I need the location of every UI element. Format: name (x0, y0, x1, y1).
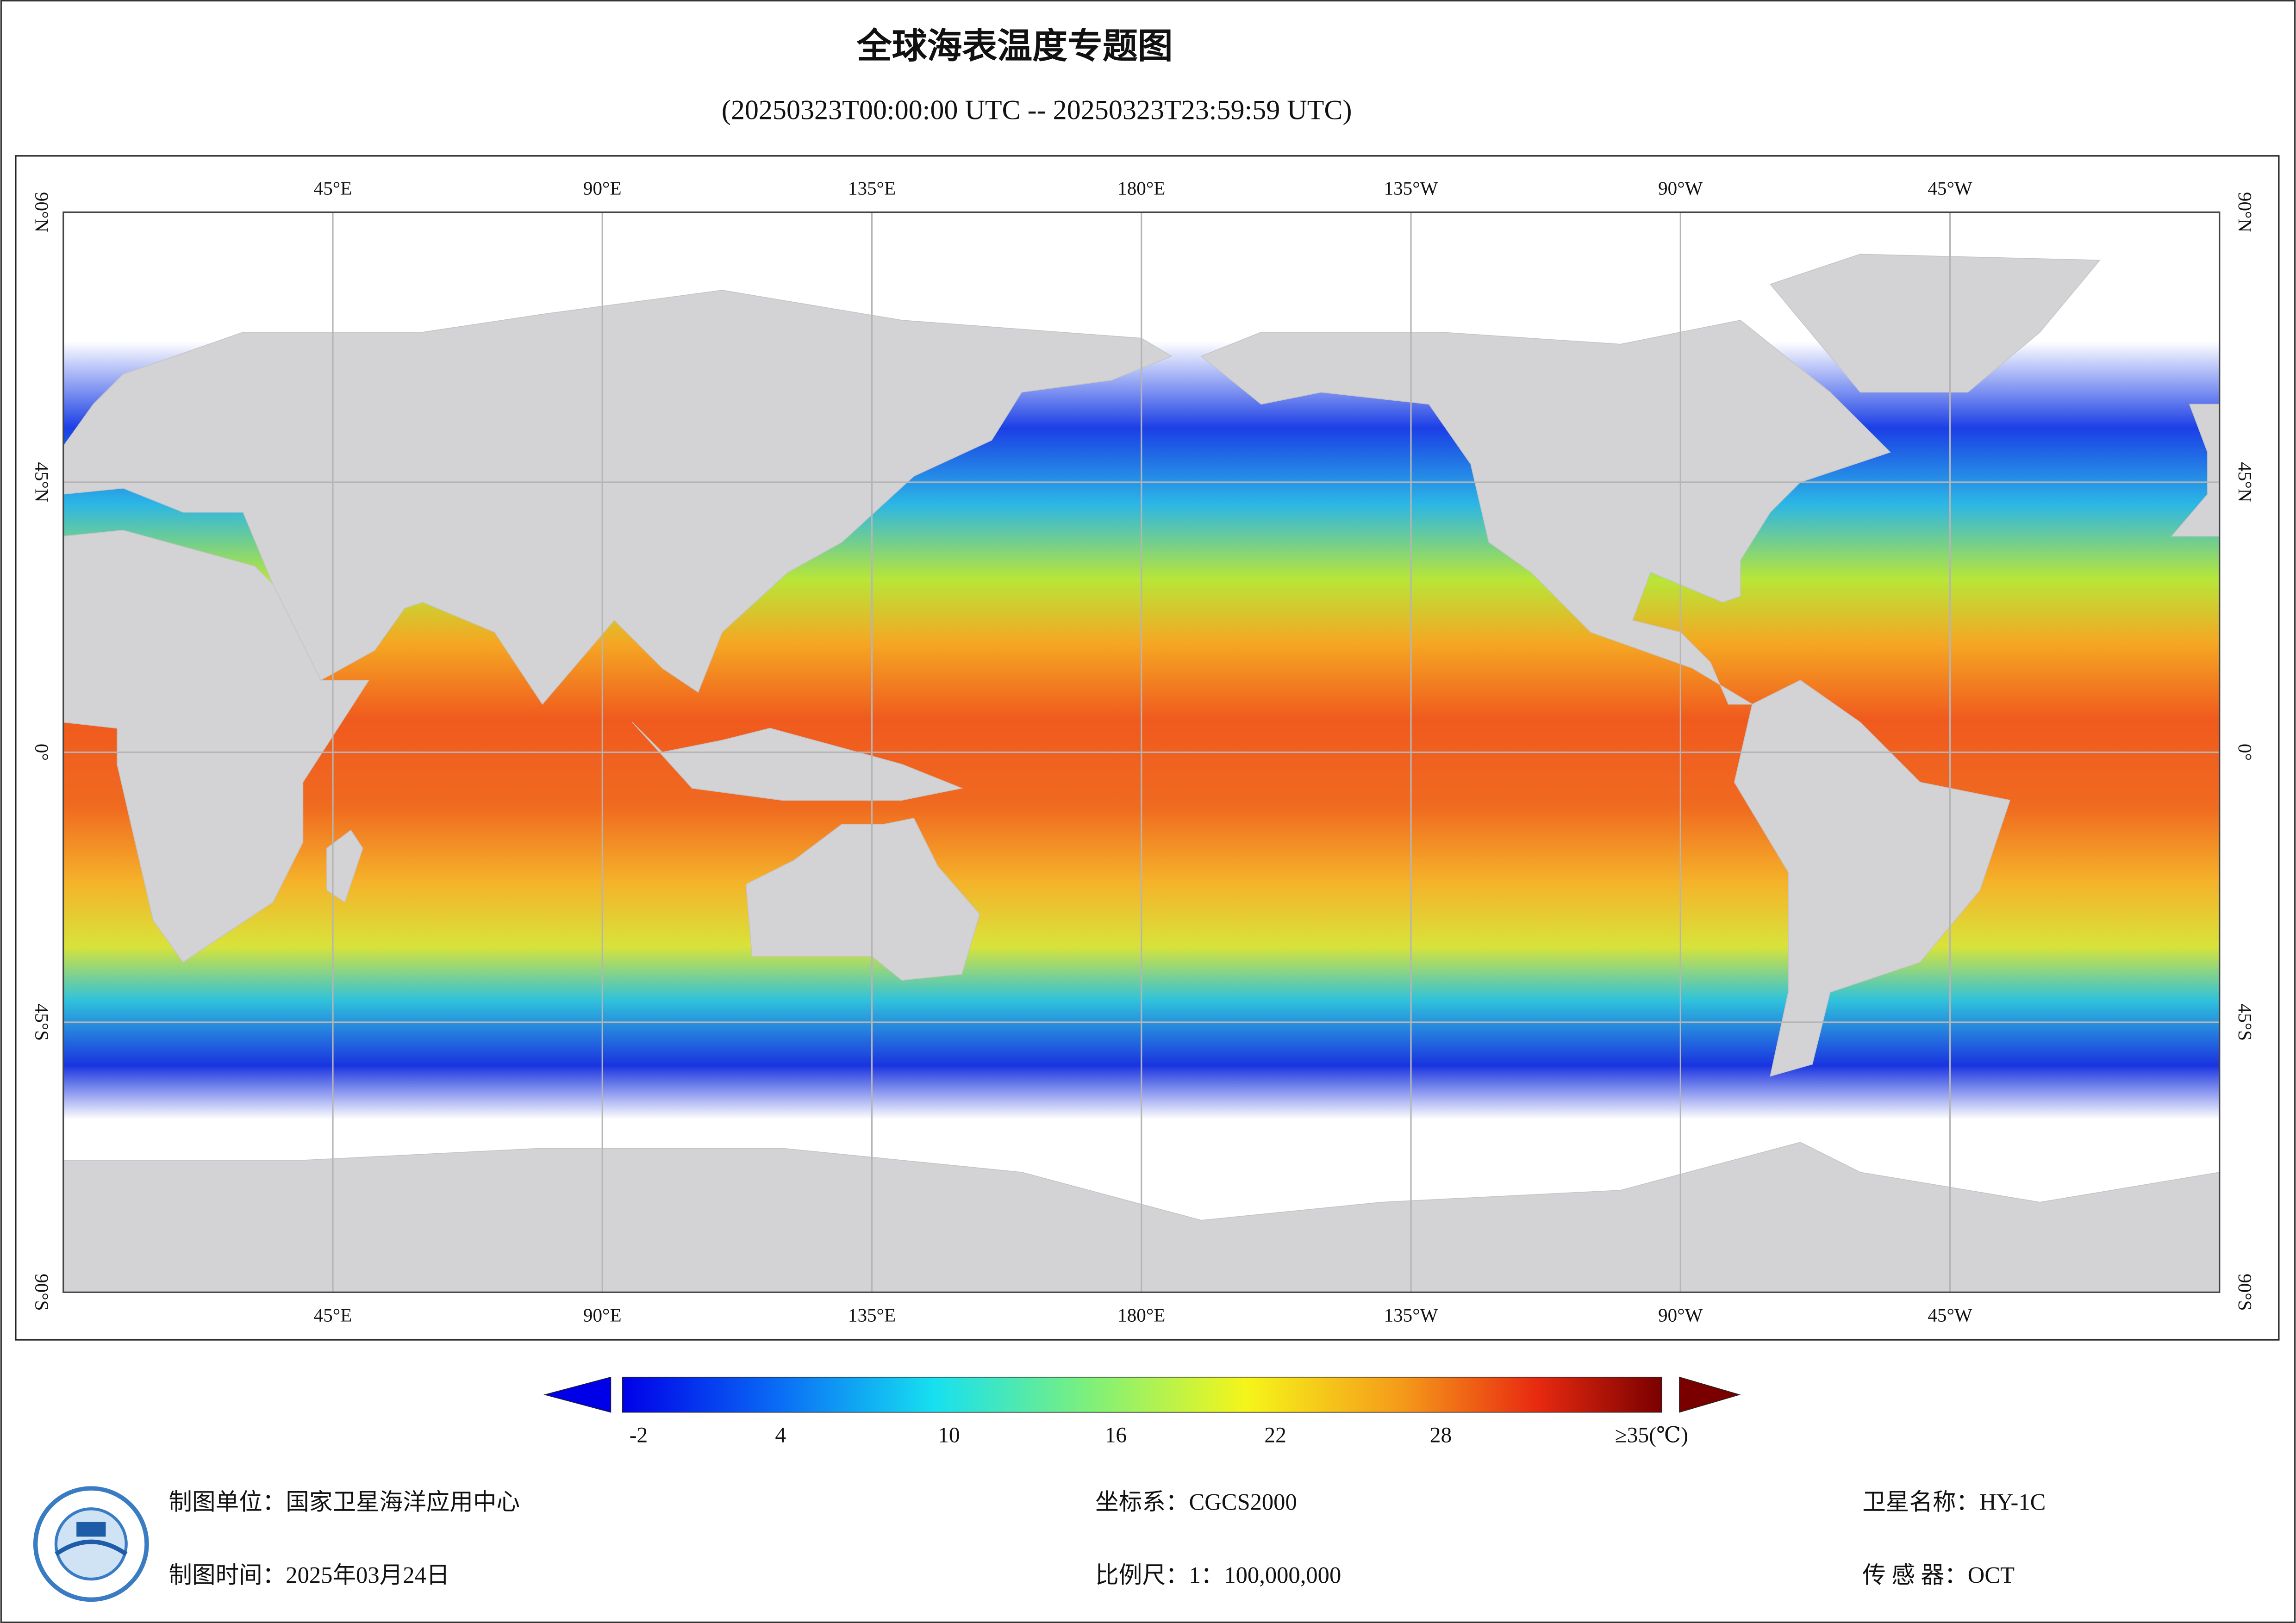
colorbar-high-arrow (1679, 1376, 1741, 1413)
longitude-label-top: 90°E (583, 178, 622, 199)
latitude-label-left: 45°N (31, 462, 53, 502)
colorbar-labels: -2 4 10 16 22 28 ≥35(℃) (630, 1423, 1688, 1447)
longitude-label-top: 135°W (1384, 178, 1438, 199)
longitude-label-top: 45°E (314, 178, 352, 199)
landmass (745, 818, 980, 981)
landmass (1734, 679, 2011, 1077)
latitude-label-left: 90°N (31, 192, 53, 232)
longitude-label-bottom: 90°E (583, 1305, 622, 1326)
landmass (62, 290, 1173, 705)
title: 全球海表温度专题图 (856, 25, 1173, 66)
longitude-label-top: 45°W (1928, 178, 1972, 199)
colorbar-label: 10 (938, 1423, 960, 1447)
longitude-label-bottom: 135°W (1384, 1305, 1438, 1326)
colorbar-label: 4 (775, 1423, 786, 1447)
longitude-label-bottom: 45°E (314, 1305, 352, 1326)
landmass (62, 529, 370, 963)
footer-satellite: 卫星名称：HY-1C (1862, 1489, 2046, 1515)
map-frame (15, 155, 2280, 1341)
longitude-label-bottom: 45°W (1928, 1305, 1972, 1326)
landmass (1200, 320, 1891, 705)
footer-date: 制图时间：2025年03月24日 (168, 1562, 449, 1588)
footer-scale: 比例尺：1：100,000,000 (1095, 1562, 1341, 1588)
colorbar (622, 1376, 1662, 1413)
colorbar-label: -2 (630, 1423, 648, 1447)
map-border (62, 211, 2221, 1293)
longitude-label-top: 90°W (1658, 178, 1703, 199)
latitude-label-right: 90°N (2234, 192, 2256, 232)
footer-crs: 坐标系：CGCS2000 (1095, 1489, 1297, 1515)
colorbar-label: 22 (1264, 1423, 1286, 1447)
landmass (632, 722, 963, 801)
colorbar-label: ≥35(℃) (1615, 1423, 1688, 1447)
longitude-label-top: 135°E (848, 178, 896, 199)
map-labels: 45°E 45°E 90°E 90°E 135°E 135°E 180°E 180°E 135°… (31, 178, 2256, 1326)
latitude-label-right: 90°S (2234, 1274, 2256, 1311)
landmass (326, 829, 363, 903)
longitude-label-bottom: 135°E (848, 1305, 896, 1326)
latitude-label-right: 45°S (2234, 1004, 2256, 1041)
footer-sensor: 传 感 器：OCT (1862, 1562, 2015, 1588)
subtitle: (20250323T00:00:00 UTC -- 20250323T23:59… (722, 94, 1352, 125)
graticule (63, 212, 2220, 1293)
longitude-label-bottom: 180°E (1117, 1305, 1165, 1326)
latitude-label-left: 45°S (31, 1004, 53, 1041)
latitude-label-right: 45°N (2234, 462, 2256, 502)
landmass (1769, 254, 2101, 393)
colorbar-label: 16 (1105, 1423, 1127, 1447)
colorbar-low-arrow (543, 1376, 611, 1413)
footer-unit: 制图单位：国家卫星海洋应用中心 (168, 1489, 520, 1515)
logo (33, 1486, 149, 1602)
longitude-label-bottom: 90°W (1658, 1305, 1703, 1326)
latitude-label-left: 90°S (31, 1274, 53, 1311)
colorbar-label: 28 (1430, 1423, 1452, 1447)
latitude-label-right: 0° (2234, 744, 2256, 761)
longitude-label-top: 180°E (1117, 178, 1165, 199)
latitude-label-left: 0° (31, 744, 53, 761)
